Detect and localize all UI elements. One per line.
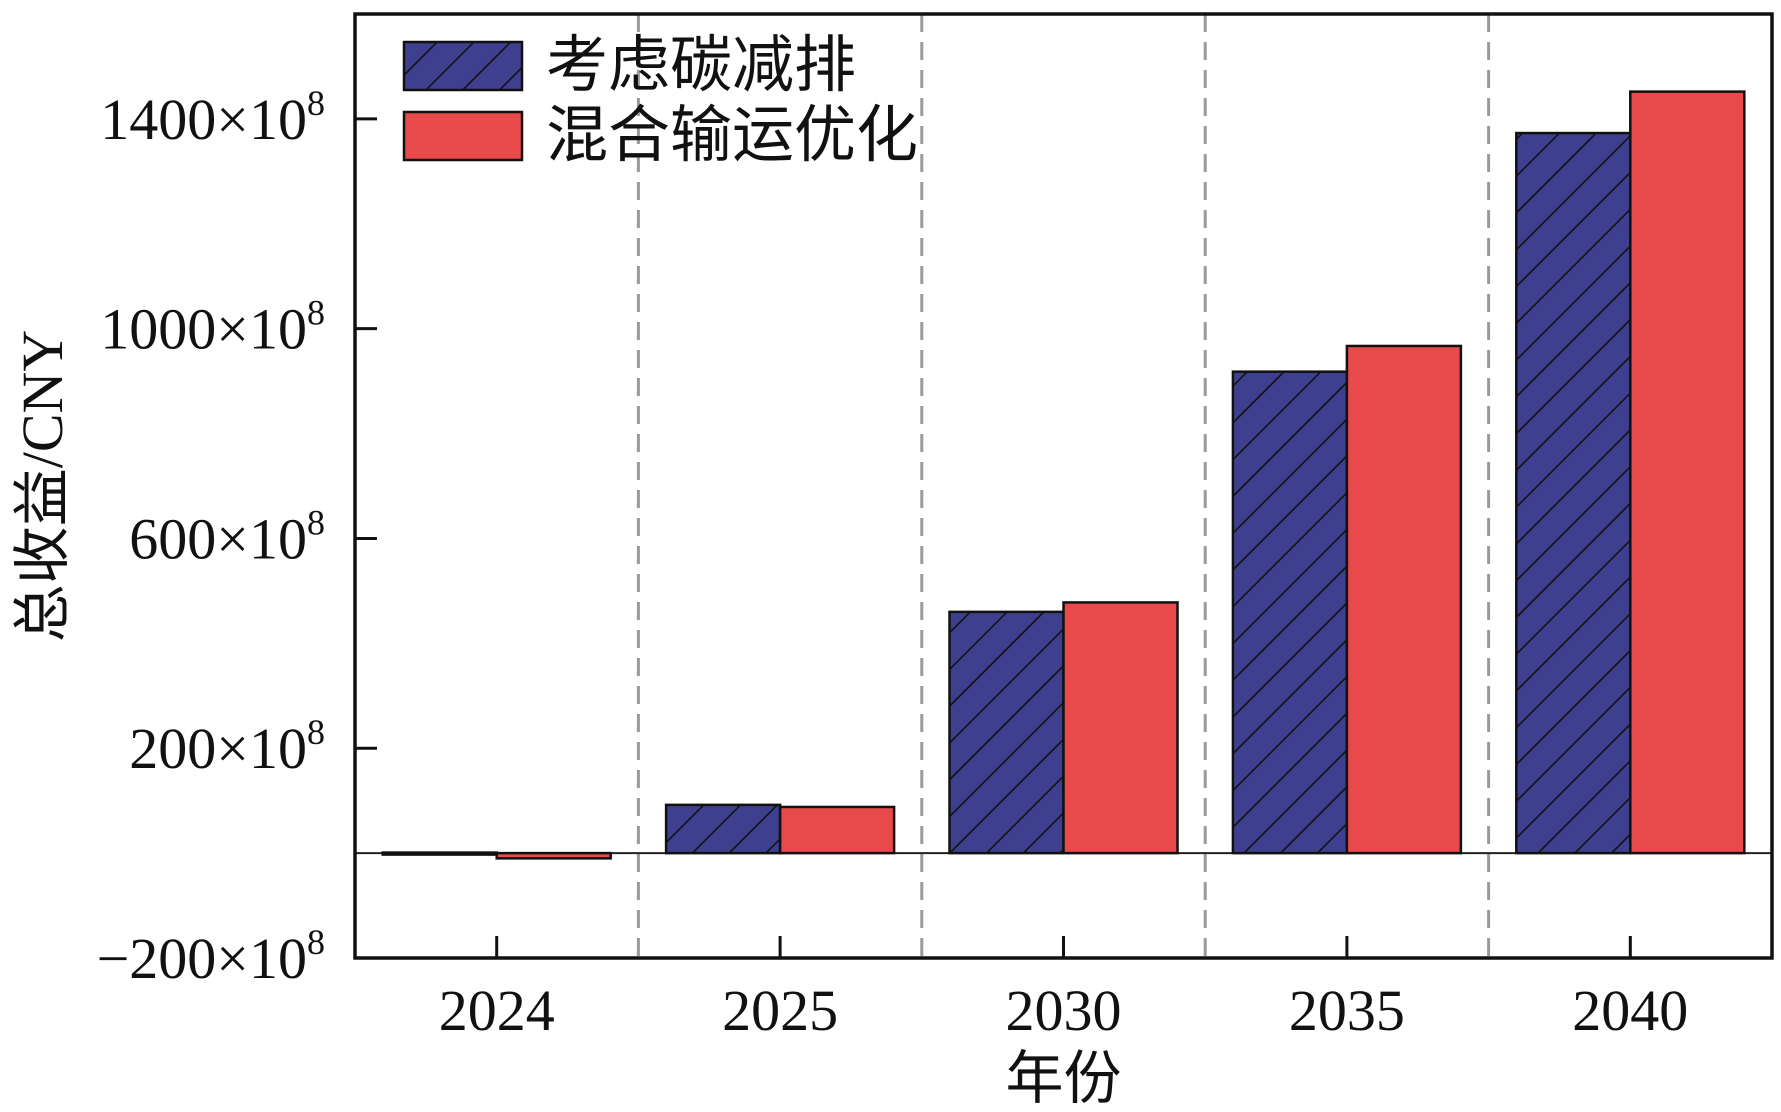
x-tick-label: 2024 <box>439 978 555 1043</box>
x-tick-label: 2040 <box>1572 978 1688 1043</box>
y-tick-base: 1400×10 <box>100 87 307 152</box>
bar-carbon-2035 <box>1233 372 1347 853</box>
bar-carbon-2040 <box>1516 133 1630 853</box>
y-tick-label: 200×108 <box>129 712 325 781</box>
y-tick-exponent: 8 <box>307 83 325 123</box>
x-tick-label: 2025 <box>722 978 838 1043</box>
y-tick-label: 1400×108 <box>100 83 325 152</box>
y-tick-label: 1000×108 <box>100 293 325 362</box>
y-tick-exponent: 8 <box>307 502 325 542</box>
bar-carbon-2025 <box>666 805 780 853</box>
x-axis: 2024 2025 2030 2035 2040 <box>439 936 1689 1043</box>
x-axis-title: 年份 <box>1005 1046 1121 1111</box>
bar-hybrid-2035 <box>1347 346 1461 853</box>
bars-group <box>383 92 1745 859</box>
bar-hybrid-2030 <box>1064 602 1178 853</box>
y-tick-exponent: 8 <box>307 922 325 962</box>
bar-hybrid-2025 <box>780 807 894 853</box>
y-tick-label: 600×108 <box>129 502 325 571</box>
x-tick-label: 2035 <box>1289 978 1405 1043</box>
bar-hybrid-2040 <box>1630 92 1744 853</box>
y-tick-base: −200×10 <box>97 926 307 991</box>
y-tick-base: 200×10 <box>129 716 307 781</box>
legend-label: 考虑碳减排 <box>546 32 856 100</box>
bar-carbon-2024 <box>383 853 497 855</box>
legend-label: 混合输运优化 <box>546 102 918 170</box>
y-tick-base: 1000×10 <box>100 297 307 362</box>
x-tick-label: 2030 <box>1006 978 1122 1043</box>
y-tick-exponent: 8 <box>307 712 325 752</box>
y-tick-base: 600×10 <box>129 506 307 571</box>
legend-swatch <box>404 42 522 90</box>
legend-swatch <box>404 112 522 160</box>
y-tick-exponent: 8 <box>307 293 325 333</box>
y-tick-label: −200×108 <box>97 922 325 991</box>
bar-carbon-2030 <box>950 612 1064 853</box>
y-axis-title: 总收益/CNY <box>10 330 75 643</box>
bar-hybrid-2024 <box>497 853 611 858</box>
